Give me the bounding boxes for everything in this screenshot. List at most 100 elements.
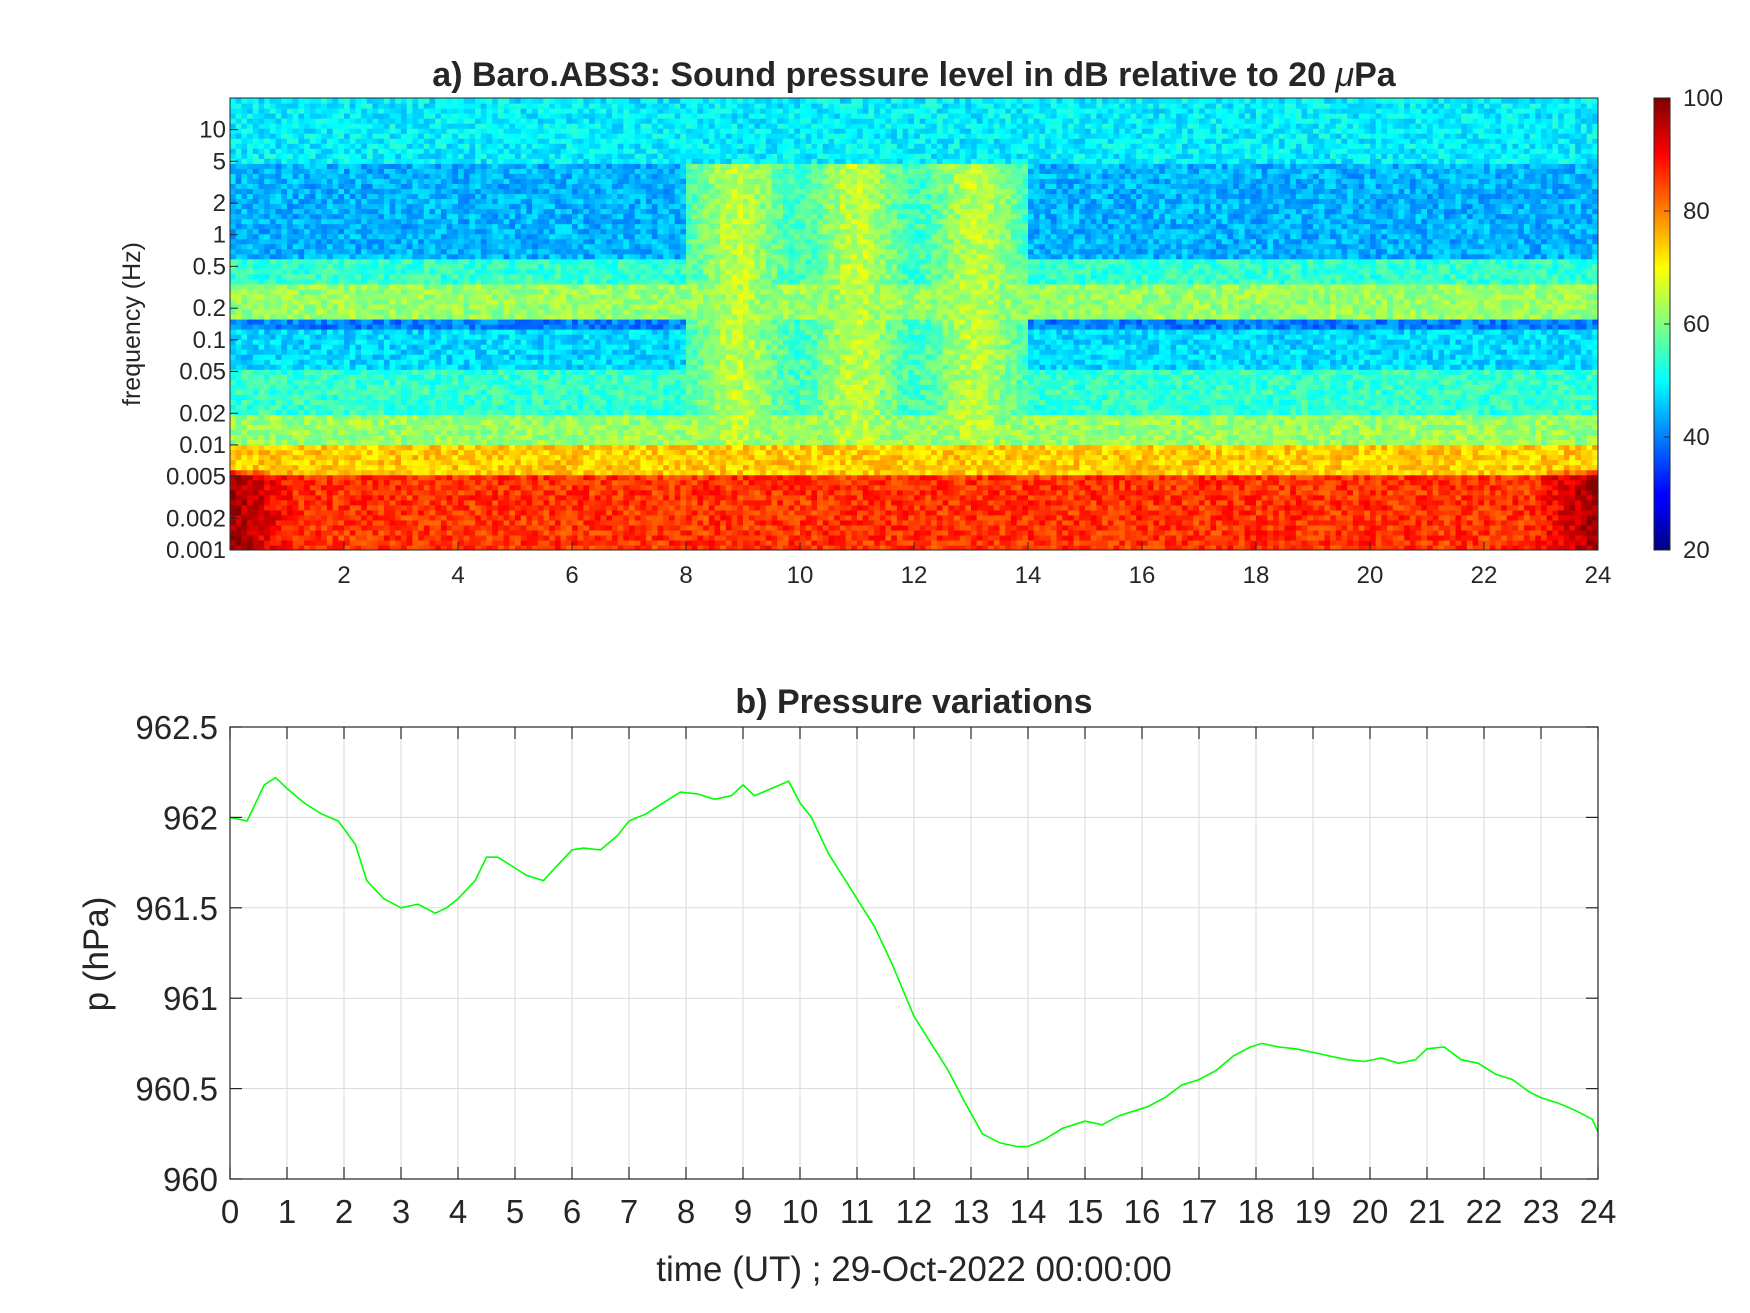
spectrogram-cell — [259, 540, 265, 546]
spectrogram-cell — [1330, 540, 1336, 546]
spectrogram-cell — [732, 525, 738, 531]
spectrogram-cell — [1256, 530, 1262, 536]
spectrogram-cell — [566, 475, 572, 481]
spectrogram-cell — [1364, 475, 1370, 481]
spectrogram-cell — [903, 505, 909, 511]
spectrogram-cell — [931, 485, 937, 491]
spectrogram-cell — [726, 500, 732, 506]
spectrogram-cell — [817, 505, 823, 511]
spectrogram-cell — [1518, 505, 1524, 511]
spectrogram-cell — [390, 470, 396, 476]
spectrogram-cell — [1370, 465, 1376, 471]
spectrogram-cell — [350, 540, 356, 546]
spectrogram-cell — [1313, 515, 1319, 521]
spectrogram-cell — [1381, 485, 1387, 491]
spectrogram-cell — [373, 465, 379, 471]
spectrogram-cell — [1176, 520, 1182, 526]
spectrogram-cell — [544, 535, 550, 541]
spectrogram-cell — [601, 490, 607, 496]
spectrogram-cell — [430, 525, 436, 531]
spectrogram-cell — [264, 505, 270, 511]
spectrogram-cell — [982, 495, 988, 501]
spectrogram-cell — [1079, 485, 1085, 491]
spectrogram-cell — [578, 480, 584, 486]
spectrogram-cell — [971, 465, 977, 471]
spectrogram-cell — [925, 525, 931, 531]
spectrogram-cell — [1324, 460, 1330, 466]
spectrogram-cell — [1541, 460, 1547, 466]
spectrogram-cell — [1017, 525, 1023, 531]
spectrogram-cell — [430, 530, 436, 536]
spectrogram-cell — [1228, 465, 1234, 471]
spectrogram-cell — [555, 525, 561, 531]
spectrogram-cell — [1393, 520, 1399, 526]
spectrogram-cell — [310, 510, 316, 516]
spectrogram-cell — [652, 530, 658, 536]
spectrogram-cell — [1233, 455, 1239, 461]
spectrogram-cell — [635, 465, 641, 471]
spectrogram-cell — [281, 535, 287, 541]
spectrogram-cell — [971, 470, 977, 476]
spectrogram-cell — [1558, 490, 1564, 496]
spectrogram-cell — [948, 520, 954, 526]
spectrogram-cell — [960, 460, 966, 466]
spectrogram-cell — [1381, 495, 1387, 501]
spectrogram-cell — [247, 515, 253, 521]
spectrogram-cell — [424, 540, 430, 546]
spectrogram-cell — [407, 525, 413, 531]
spectrogram-cell — [407, 495, 413, 501]
spectrogram-cell — [1188, 445, 1194, 451]
spectrogram-cell — [863, 500, 869, 506]
spectrogram-cell — [555, 540, 561, 546]
spectrogram-cell — [1267, 540, 1273, 546]
spectrogram-cell — [606, 500, 612, 506]
spectrogram-cell — [680, 460, 686, 466]
spectrogram-cell — [561, 505, 567, 511]
spectrogram-cell — [646, 490, 652, 496]
spectrogram-cell — [937, 540, 943, 546]
spectrogram-cell — [897, 505, 903, 511]
spectrogram-cell — [1570, 450, 1576, 456]
spectrogram-cell — [1530, 460, 1536, 466]
spectrogram-cell — [435, 470, 441, 476]
spectrogram-cell — [1376, 480, 1382, 486]
spectrogram-cell — [270, 535, 276, 541]
spectrogram-cell — [293, 445, 299, 451]
spectrogram-cell — [361, 455, 367, 461]
spectrogram-cell — [1148, 475, 1154, 481]
spectrogram-cell — [1005, 475, 1011, 481]
spectrogram-cell — [846, 535, 852, 541]
spectrogram-cell — [1165, 500, 1171, 506]
spectrogram-cell — [259, 505, 265, 511]
spectrogram-cell — [544, 495, 550, 501]
spectrogram-cell — [407, 450, 413, 456]
spectrogram-cell — [800, 455, 806, 461]
spectrogram-cell — [1450, 490, 1456, 496]
spectrogram-cell — [1581, 475, 1587, 481]
spectrogram-cell — [1148, 520, 1154, 526]
spectrogram-cell — [1102, 460, 1108, 466]
spectrogram-cell — [401, 470, 407, 476]
spectrogram-cell — [1513, 485, 1519, 491]
spectrogram-cell — [1575, 510, 1581, 516]
spectrogram-cell — [298, 455, 304, 461]
spectrogram-cell — [868, 525, 874, 531]
spectrogram-cell — [857, 495, 863, 501]
spectrogram-cell — [669, 525, 675, 531]
spectrogram-cell — [1250, 465, 1256, 471]
spectrogram-cell — [1034, 455, 1040, 461]
spectrogram-cell — [920, 445, 926, 451]
spectrogram-cell — [777, 450, 783, 456]
spectrogram-cell — [338, 480, 344, 486]
spectrogram-cell — [544, 515, 550, 521]
spectrogram-cell — [1000, 475, 1006, 481]
spectrogram-cell — [1000, 515, 1006, 521]
spectrogram-cell — [1336, 495, 1342, 501]
spectrogram-cell — [430, 520, 436, 526]
spectrogram-cell — [298, 530, 304, 536]
spectrogram-cell — [344, 480, 350, 486]
spectrogram-cell — [1188, 520, 1194, 526]
spectrogram-cell — [1359, 505, 1365, 511]
spectrogram-cell — [794, 515, 800, 521]
spectrogram-cell — [1199, 530, 1205, 536]
